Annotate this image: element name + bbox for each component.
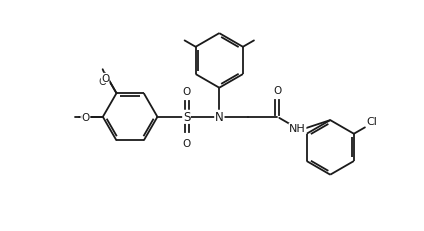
Text: N: N [215, 111, 223, 124]
Text: O: O [182, 86, 191, 96]
Text: O: O [81, 112, 89, 122]
Text: NH: NH [289, 124, 306, 134]
Text: O: O [82, 112, 90, 122]
Text: O: O [182, 138, 191, 148]
Text: O: O [101, 74, 109, 84]
Text: O: O [99, 77, 107, 87]
Text: S: S [183, 111, 190, 124]
Text: Cl: Cl [367, 116, 378, 126]
Text: O: O [273, 86, 282, 96]
